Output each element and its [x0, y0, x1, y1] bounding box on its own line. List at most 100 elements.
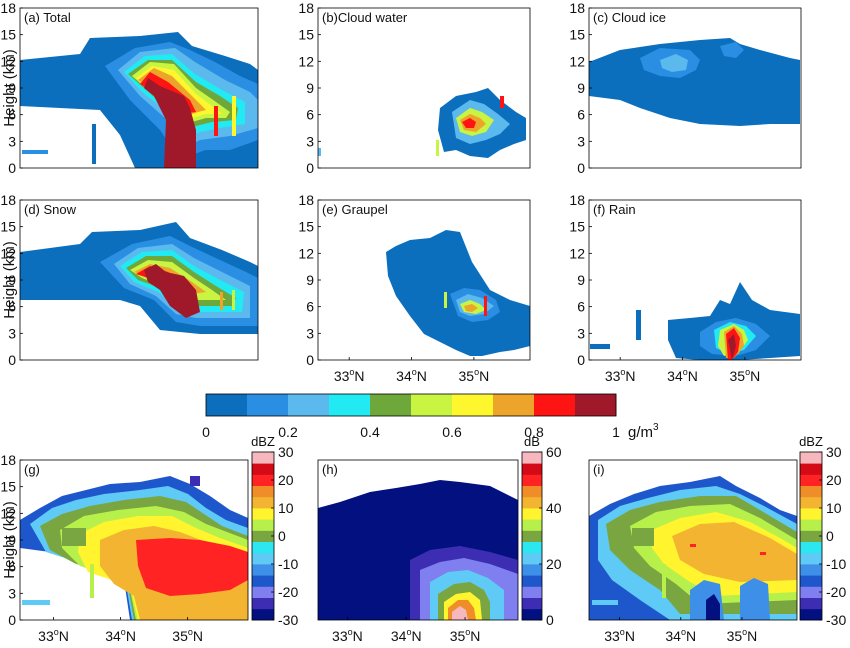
colorbar-tick-label: 20: [826, 472, 842, 488]
mass-colorbar: 0 0.2 0.4 0.6 0.8 1 g/m3: [202, 393, 659, 441]
mass-colorbar-cell: [247, 394, 289, 416]
mass-colorbar-ticks: 0 0.2 0.4 0.6 0.8 1: [202, 424, 620, 440]
y-tick-label: 3: [577, 325, 585, 341]
x-tick-label: 33oN: [38, 627, 69, 644]
mass-colorbar-unit: g/m3: [628, 422, 659, 441]
y-tick-label: 12: [298, 53, 314, 69]
colorbar-cell: [522, 485, 542, 498]
colorbar-cell: [252, 508, 274, 520]
panel-c-field: [589, 38, 800, 126]
y-tick-label: 18: [298, 192, 314, 208]
colorbar-cell: [800, 575, 822, 587]
x-tick-label: 33oN: [334, 367, 365, 384]
y-tick-label: 0: [8, 612, 16, 628]
mass-colorbar-cell: [329, 394, 371, 416]
y-tick-label: 3: [8, 325, 16, 341]
colorbar-cell: [252, 541, 274, 554]
y-tick-label: 9: [306, 80, 314, 96]
colorbar-cell: [800, 519, 822, 531]
x-tick-label: 34oN: [667, 367, 698, 384]
colorbar-tick-label: 0: [826, 528, 834, 544]
y-tick-label: 0: [577, 352, 585, 368]
panel-h-title: (h): [322, 462, 338, 477]
colorbar-cell: [522, 519, 542, 531]
colorbar-cell: [252, 485, 274, 498]
colorbar-tick-label: -20: [278, 584, 298, 600]
x-tick-label: 35oN: [459, 367, 490, 384]
x-tick-label: 33oN: [604, 627, 635, 644]
colorbar-cell: [800, 496, 822, 509]
panel-e-field: [386, 230, 530, 356]
x-tick-label: 34oN: [391, 627, 422, 644]
panel-a: [19, 7, 259, 169]
panel-i-title: (i): [593, 462, 605, 477]
colorbar-cell: [522, 608, 542, 621]
colorbar-cell: [522, 452, 542, 464]
colorbar-tick-label: 10: [278, 500, 294, 516]
colorbar-cell: [522, 564, 542, 576]
panel-d: [19, 199, 259, 361]
panel-h: [317, 459, 519, 621]
colorbar-cell: [522, 496, 542, 509]
y-tick-label: 6: [8, 299, 16, 315]
y-tick-label: 0: [8, 352, 16, 368]
mass-colorbar-cell: [452, 394, 494, 416]
y-tick-label: 15: [0, 479, 16, 495]
y-tick-label: 15: [0, 219, 16, 235]
colorbar-cell: [800, 564, 822, 576]
colorbar-cell: [800, 485, 822, 498]
colorbar-cell: [522, 575, 542, 587]
y-tick-label: 9: [8, 532, 16, 548]
y-tick-label: 9: [8, 80, 16, 96]
colorbar-tick-label: -30: [826, 612, 846, 628]
panel-d-field: [20, 222, 258, 334]
colorbar-cell: [800, 508, 822, 520]
panel-b-axes: (b)Cloud water 0 3 6 9 12 15 18: [298, 0, 408, 176]
colorbar-tick-label: 10: [826, 500, 842, 516]
y-tick-label: 12: [0, 245, 16, 261]
y-tick-label: 9: [306, 272, 314, 288]
y-tick-label: 15: [569, 27, 585, 43]
mass-colorbar-cell: [534, 394, 576, 416]
y-tick-label: 18: [569, 192, 585, 208]
colorbar-unit: dBZ: [799, 434, 823, 449]
y-tick-label: 3: [8, 133, 16, 149]
colorbar-tick-label: 60: [546, 444, 562, 460]
x-tick-label: 34oN: [396, 367, 427, 384]
y-tick-label: 6: [306, 107, 314, 123]
panel-c-axes: (c) Cloud ice 0 3 6 9 12 15 18: [569, 0, 666, 176]
panel-a-ylabel: Height (km): [1, 49, 18, 127]
y-tick-label: 6: [306, 299, 314, 315]
y-tick-label: 0: [8, 160, 16, 176]
colorbar-cell: [252, 519, 274, 531]
y-tick-label: 3: [577, 133, 585, 149]
y-tick-label: 3: [8, 585, 16, 601]
y-tick-label: 6: [577, 299, 585, 315]
x-tick-label: 33oN: [605, 367, 636, 384]
panel-i-axes: (i) 33oN 34oN 35oN: [593, 462, 757, 644]
colorbar-cell: [522, 552, 542, 565]
panel-g: [19, 459, 249, 621]
y-tick-label: 6: [577, 107, 585, 123]
y-tick-label: 0: [577, 160, 585, 176]
mass-colorbar-tick-label: 0: [202, 424, 210, 440]
panel-f: [588, 199, 802, 361]
x-tick-label: 34oN: [105, 627, 136, 644]
panel-d-ylabel: Height (km): [1, 241, 18, 319]
colorbar-tick-label: 40: [546, 500, 562, 516]
colorbar-cell: [800, 586, 822, 598]
y-tick-label: 12: [0, 53, 16, 69]
colorbar-cell: [522, 508, 542, 520]
y-tick-label: 12: [298, 245, 314, 261]
panel-c-title: (c) Cloud ice: [593, 10, 666, 25]
y-tick-label: 18: [298, 0, 314, 16]
x-tick-label: 35oN: [450, 627, 481, 644]
colorbar-cell: [252, 552, 274, 565]
colorbar-cell: [252, 597, 274, 610]
panel-e-axes: (e) Graupel 0 3 6 9 12 15 18 33oN 34oN 35oN: [298, 192, 489, 384]
colorbar-tick-label: -30: [278, 612, 298, 628]
panel-a-axes: (a) Total 0 3 6 9 12 15 18 Height (km): [0, 0, 70, 176]
